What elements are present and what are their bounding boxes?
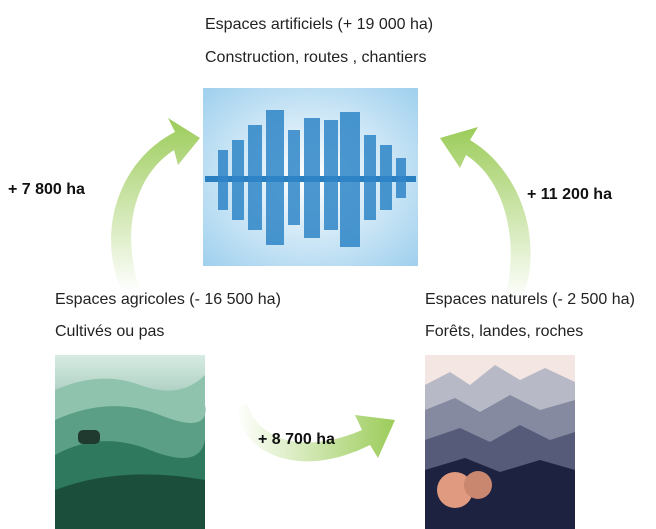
node-label: Espaces artificiels (+ 19 000 ha) xyxy=(205,16,433,33)
city-image xyxy=(203,88,418,266)
arrow-label: + 11 200 ha xyxy=(527,186,612,203)
node-sublabel: Forêts, landes, roches xyxy=(425,323,583,340)
farm-image xyxy=(55,355,206,529)
arrow-natural-to-artificial xyxy=(440,127,531,300)
node-label: Espaces naturels (- 2 500 ha) xyxy=(425,291,635,308)
node-label: Espaces agricoles (- 16 500 ha) xyxy=(55,291,281,308)
arrow-label: + 7 800 ha xyxy=(8,181,85,198)
nature-image xyxy=(425,355,575,529)
arrow-label: + 8 700 ha xyxy=(258,431,335,448)
node-sublabel: Construction, routes , chantiers xyxy=(205,49,426,66)
arrow-agri-to-artificial xyxy=(111,118,200,292)
arrow-agri-to-natural xyxy=(236,405,395,462)
node-sublabel: Cultivés ou pas xyxy=(55,323,164,340)
